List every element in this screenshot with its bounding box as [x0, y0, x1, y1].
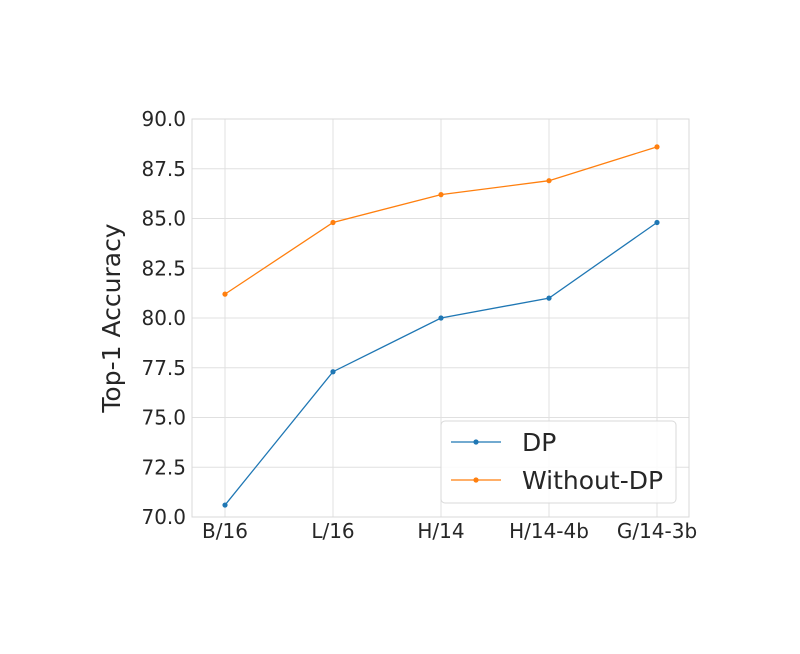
y-tick-label: 77.5 [141, 356, 186, 380]
legend-label: Without-DP [522, 466, 663, 495]
y-tick-label: 80.0 [141, 306, 186, 330]
data-point [438, 192, 444, 198]
legend-marker [473, 439, 479, 445]
y-axis-label: Top-1 Accuracy [97, 223, 126, 413]
legend-marker [473, 477, 479, 483]
y-tick-label: 75.0 [141, 406, 186, 430]
data-point [654, 144, 660, 150]
data-point [546, 178, 552, 184]
legend: DP Without-DP [440, 420, 677, 504]
x-tick-label: H/14-4b [509, 519, 589, 543]
data-point [330, 219, 336, 226]
series-group [222, 144, 660, 508]
x-tick-label: H/14 [417, 519, 464, 543]
y-tick-label: 87.5 [141, 157, 186, 181]
y-axis-ticks: 70.0 72.5 75.0 77.5 80.0 82.5 85.0 87.5 90.0 [141, 107, 186, 529]
series-without-dp [222, 144, 660, 297]
data-point [438, 315, 444, 321]
x-axis-ticks: B/16 L/16 H/14 H/14-4b G/14-3b [202, 519, 697, 543]
x-tick-label: L/16 [311, 519, 354, 543]
legend-label: DP [522, 428, 556, 457]
data-point [222, 291, 228, 297]
data-point [222, 502, 228, 508]
x-tick-label: G/14-3b [617, 519, 697, 543]
plot-area-frame [191, 118, 690, 518]
data-point [654, 219, 660, 226]
y-tick-label: 85.0 [141, 207, 186, 231]
data-point [330, 369, 336, 375]
data-point [546, 295, 552, 301]
series-dp [222, 219, 660, 508]
y-tick-label: 82.5 [141, 256, 186, 280]
x-tick-label: B/16 [202, 519, 248, 543]
y-tick-label: 70.0 [141, 505, 186, 529]
y-tick-label: 90.0 [141, 107, 186, 131]
y-tick-label: 72.5 [141, 455, 186, 479]
